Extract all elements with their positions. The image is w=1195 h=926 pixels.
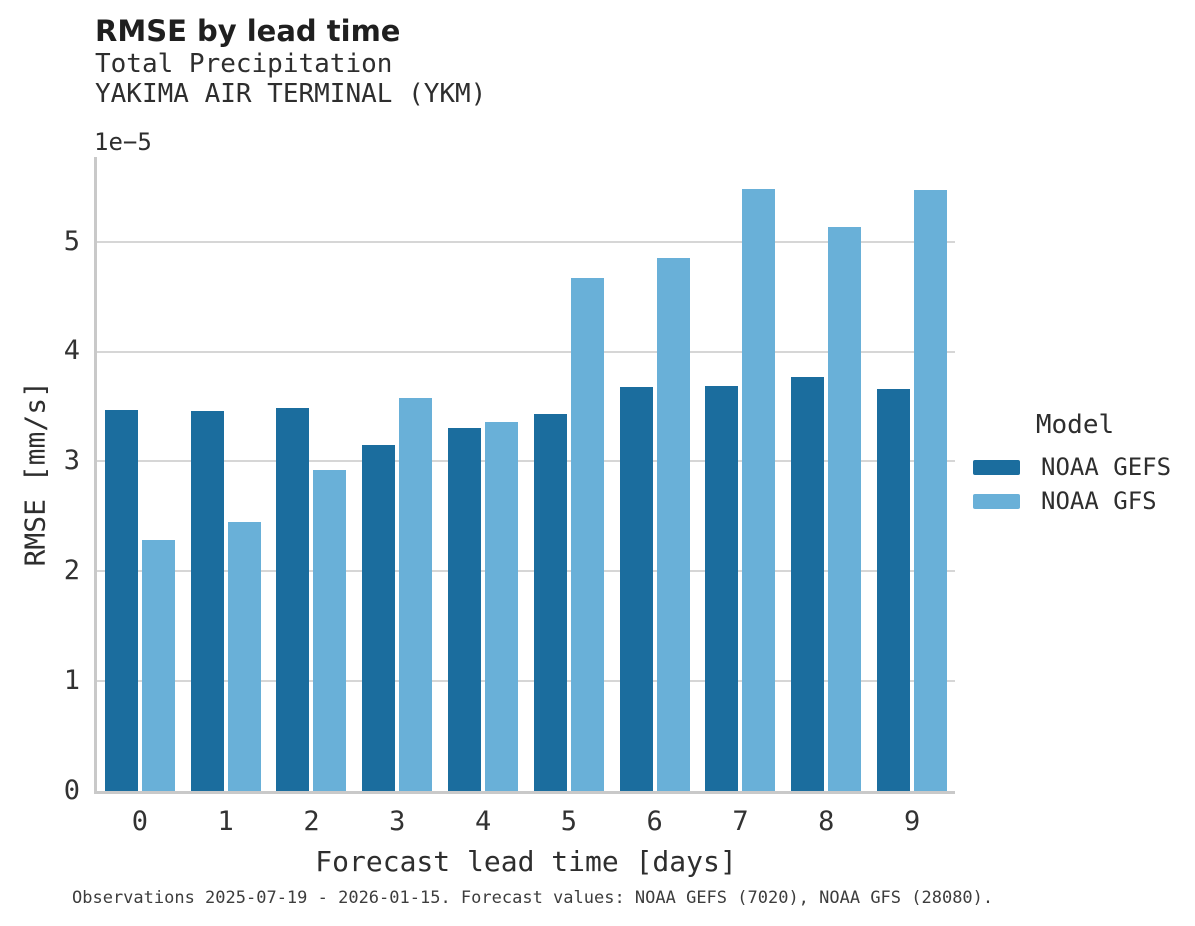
gridline-y-1	[97, 680, 955, 683]
legend: Model NOAA GEFS NOAA GFS	[973, 410, 1185, 518]
y-tick-label-2: 2	[63, 555, 80, 587]
y-tick-label-0: 0	[63, 775, 80, 806]
legend-title: Model	[1035, 410, 1115, 440]
caption-text: Observations 2025-07-19 - 2026-01-15. Fo…	[72, 888, 994, 908]
bar-noaa-gefs-lead-1	[190, 410, 224, 791]
legend-swatch-noaa-gfs	[973, 493, 1020, 509]
bar-group-lead-3	[354, 157, 440, 791]
gridline-y-4	[97, 350, 955, 353]
gridline-y-2	[97, 570, 955, 573]
plot-area	[94, 157, 955, 794]
bar-noaa-gfs-lead-7	[742, 188, 776, 791]
bar-noaa-gfs-lead-0	[141, 540, 175, 791]
bar-noaa-gefs-lead-5	[533, 414, 567, 791]
x-tick-label-1: 1	[217, 806, 234, 837]
bar-noaa-gfs-lead-4	[485, 421, 519, 791]
bar-group-lead-1	[183, 157, 269, 791]
bar-group-lead-2	[269, 157, 355, 791]
bar-noaa-gefs-lead-0	[104, 409, 138, 791]
y-axis-offset-factor: 1e−5	[94, 128, 152, 156]
y-tick-label-5: 5	[63, 225, 80, 257]
x-tick-label-5: 5	[560, 806, 578, 837]
bar-noaa-gefs-lead-9	[877, 388, 911, 791]
bar-group-lead-5	[526, 157, 612, 791]
gridline-y-5	[97, 240, 955, 243]
bar-noaa-gefs-lead-8	[791, 376, 825, 791]
bar-group-lead-0	[97, 157, 183, 791]
legend-label-noaa-gfs: NOAA GFS	[1041, 487, 1157, 515]
y-tick-label-3: 3	[63, 445, 80, 477]
legend-item-noaa-gefs: NOAA GEFS	[973, 450, 1185, 484]
x-tick-label-3: 3	[389, 806, 406, 837]
bar-group-lead-4	[440, 157, 526, 791]
gridline-y-3	[97, 460, 955, 463]
bar-noaa-gfs-lead-1	[227, 521, 261, 791]
bar-noaa-gfs-lead-6	[656, 258, 690, 791]
legend-rows: NOAA GEFS NOAA GFS	[973, 450, 1185, 518]
bar-noaa-gfs-lead-9	[914, 189, 948, 791]
bar-group-lead-8	[783, 157, 869, 791]
bar-noaa-gefs-lead-7	[705, 385, 739, 791]
x-tick-label-6: 6	[646, 806, 663, 837]
x-tick-label-2: 2	[303, 806, 320, 837]
chart-subtitle-station: YAKIMA AIR TERMINAL (YKM)	[95, 79, 487, 109]
x-tick-label-7: 7	[732, 806, 749, 837]
y-tick-label-1: 1	[63, 665, 80, 697]
x-tick-label-9: 9	[903, 806, 921, 837]
bar-noaa-gfs-lead-3	[399, 397, 433, 791]
bar-noaa-gfs-lead-5	[570, 277, 604, 791]
chart-subtitle-variable: Total Precipitation	[95, 49, 393, 79]
bar-groups-container	[97, 157, 955, 791]
bar-group-lead-6	[612, 157, 698, 791]
bar-group-lead-9	[869, 157, 955, 791]
x-tick-label-4: 4	[474, 806, 492, 837]
bar-noaa-gefs-lead-2	[276, 407, 310, 791]
legend-label-noaa-gefs: NOAA GEFS	[1041, 453, 1172, 481]
bar-noaa-gefs-lead-3	[362, 444, 396, 791]
x-tick-label-8: 8	[818, 806, 835, 837]
x-axis-label: Forecast lead time [days]	[315, 845, 737, 878]
bar-noaa-gefs-lead-6	[619, 386, 653, 791]
y-tick-label-4: 4	[63, 335, 80, 367]
bar-noaa-gfs-lead-8	[828, 227, 862, 791]
legend-item-noaa-gfs: NOAA GFS	[973, 484, 1185, 518]
bar-group-lead-7	[698, 157, 784, 791]
chart-title: RMSE by lead time	[95, 14, 401, 48]
legend-swatch-noaa-gefs	[973, 459, 1020, 475]
bar-noaa-gefs-lead-4	[448, 428, 482, 791]
bar-noaa-gfs-lead-2	[313, 470, 347, 791]
x-tick-label-0: 0	[131, 806, 149, 837]
